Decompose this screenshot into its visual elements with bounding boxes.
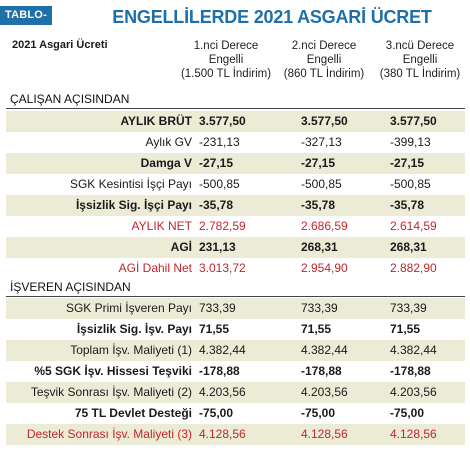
row-value-col-1: 3.013,72 (199, 261, 246, 275)
table-row: Damga V -27,15 -27,15 -27,15 (6, 153, 465, 174)
row-value-col-1: -27,15 (199, 156, 234, 170)
header-col-1-line-2: Engelli (208, 54, 244, 66)
table-row: Aylık GV -231,13 -327,13 -399,13 (6, 132, 465, 153)
row-value-col-1: 2.782,59 (199, 219, 246, 233)
row-label: AGİ (170, 240, 192, 254)
row-label: Teşvik Sonrası İşv. Maliyeti (2) (30, 385, 192, 399)
row-value-col-1: -35,78 (199, 198, 234, 212)
row-value-col-2: 4.203,56 (301, 385, 348, 399)
table-row: AGİ Dahil Net 3.013,72 2.954,90 2.882,90 (6, 258, 465, 279)
table-row: AGİ 231,13 268,31 268,31 (6, 237, 465, 258)
row-value-col-2: -327,13 (301, 135, 342, 149)
table-row: İşsizlik Sig. İşv. Payı 71,55 71,55 71,55 (6, 319, 465, 340)
row-value-col-3: 2.614,59 (390, 219, 437, 233)
header-col-2-line-1: 2.nci Derece (291, 40, 357, 52)
row-value-col-2: 4.128,56 (301, 427, 348, 441)
row-value-col-1: 231,13 (199, 240, 236, 254)
row-value-col-3: 3.577,50 (390, 114, 437, 128)
row-value-col-2: -500,85 (301, 177, 342, 191)
row-value-col-1: 71,55 (199, 322, 230, 336)
row-value-col-3: 4.128,56 (390, 427, 437, 441)
row-label: AYLIK NET (131, 219, 192, 233)
row-label: SGK Primi İşveren Payı (65, 301, 192, 315)
row-value-col-1: -231,13 (199, 135, 240, 149)
row-label: İşsizlik Sig. İşçi Payı (75, 198, 192, 212)
row-label: AYLIK BRÜT (120, 114, 192, 128)
row-value-col-3: 733,39 (390, 301, 427, 315)
row-label: Destek Sonrası İşv. Maliyeti (3) (26, 427, 192, 441)
row-value-col-1: 733,39 (199, 301, 236, 315)
section-employer: İŞVEREN AÇISINDAN (6, 277, 465, 297)
table-row: SGK Primi İşveren Payı 733,39 733,39 733,39 (6, 298, 465, 319)
row-value-col-3: -399,13 (390, 135, 431, 149)
row-value-col-3: 4.382,44 (390, 343, 437, 357)
header-col-2-line-3: (860 TL İndirim) (283, 68, 365, 80)
row-value-col-1: -178,88 (199, 364, 240, 378)
row-value-col-3: 268,31 (390, 240, 427, 254)
row-value-col-1: -500,85 (199, 177, 240, 191)
row-label: 75 TL Devlet Desteği (74, 406, 192, 420)
row-value-col-3: 4.203,56 (390, 385, 437, 399)
row-value-col-2: 3.577,50 (301, 114, 348, 128)
header-col-1-line-1: 1.nci Derece (193, 40, 259, 52)
row-value-col-3: 2.882,90 (390, 261, 437, 275)
header-col-3-line-2: Engelli (402, 54, 438, 66)
row-value-col-1: 4.203,56 (199, 385, 246, 399)
table-row: 75 TL Devlet Desteği -75,00 -75,00 -75,00 (6, 403, 465, 424)
row-value-col-2: -27,15 (301, 156, 336, 170)
row-value-col-2: 268,31 (301, 240, 338, 254)
header-first-cell: 2021 Asgari Ücreti (12, 39, 108, 51)
row-label: İşsizlik Sig. İşv. Payı (76, 322, 192, 336)
row-value-col-2: 733,39 (301, 301, 338, 315)
row-value-col-1: 3.577,50 (199, 114, 246, 128)
section-employee: ÇALIŞAN AÇISINDAN (6, 89, 465, 109)
table-row: AYLIK NET 2.782,59 2.686,59 2.614,59 (6, 216, 465, 237)
row-value-col-3: -178,88 (390, 364, 431, 378)
header-col-1: 1.nci Derece Engelli (1.500 TL İndirim) (178, 39, 274, 81)
header-col-1-line-3: (1.500 TL İndirim) (180, 68, 272, 80)
table-header: 2021 Asgari Ücreti 1.nci Derece Engelli … (6, 33, 465, 87)
table-row: SGK Kesintisi İşçi Payı -500,85 -500,85 -50… (6, 174, 465, 195)
table-row: %5 SGK İşv. Hissesi Teşviki -178,88 -178,8… (6, 361, 465, 382)
table-tag: TABLO-2 (0, 6, 52, 40)
row-value-col-2: -75,00 (301, 406, 336, 420)
header-col-3: 3.ncü Derece Engelli (380 TL İndirim) (372, 39, 468, 81)
row-value-col-2: 2.686,59 (301, 219, 348, 233)
row-value-col-2: 2.954,90 (301, 261, 348, 275)
row-value-col-3: -27,15 (390, 156, 425, 170)
header-col-2-line-2: Engelli (306, 54, 342, 66)
row-label: SGK Kesintisi İşçi Payı (69, 177, 192, 191)
row-value-col-1: -75,00 (199, 406, 234, 420)
row-label: Damga V (140, 156, 192, 170)
header-col-3-line-3: (380 TL İndirim) (379, 68, 461, 80)
row-value-col-1: 4.128,56 (199, 427, 246, 441)
header-col-2: 2.nci Derece Engelli (860 TL İndirim) (276, 39, 372, 81)
row-value-col-3: -35,78 (390, 198, 425, 212)
table-row: Toplam İşv. Maliyeti (1) 4.382,44 4.382,44… (6, 340, 465, 361)
row-value-col-2: -178,88 (301, 364, 342, 378)
row-value-col-2: -35,78 (301, 198, 336, 212)
row-value-col-3: 71,55 (390, 322, 421, 336)
table-row: AYLIK BRÜT 3.577,50 3.577,50 3.577,50 (6, 111, 465, 132)
table-row: Teşvik Sonrası İşv. Maliyeti (2) 4.203,56… (6, 382, 465, 403)
table-row: Destek Sonrası İşv. Maliyeti (3) 4.128,56… (6, 424, 465, 445)
row-label: AGİ Dahil Net (118, 261, 192, 275)
row-value-col-2: 4.382,44 (301, 343, 348, 357)
header-col-3-line-1: 3.ncü Derece (385, 40, 455, 52)
table-row: İşsizlik Sig. İşçi Payı -35,78 -35,78 -35,7… (6, 195, 465, 216)
row-value-col-2: 71,55 (301, 322, 332, 336)
row-label: %5 SGK İşv. Hissesi Teşviki (34, 364, 192, 378)
row-label: Toplam İşv. Maliyeti (1) (70, 343, 192, 357)
row-value-col-1: 4.382,44 (199, 343, 246, 357)
row-value-col-3: -75,00 (390, 406, 425, 420)
row-label: Aylık GV (145, 135, 192, 149)
row-value-col-3: -500,85 (390, 177, 431, 191)
